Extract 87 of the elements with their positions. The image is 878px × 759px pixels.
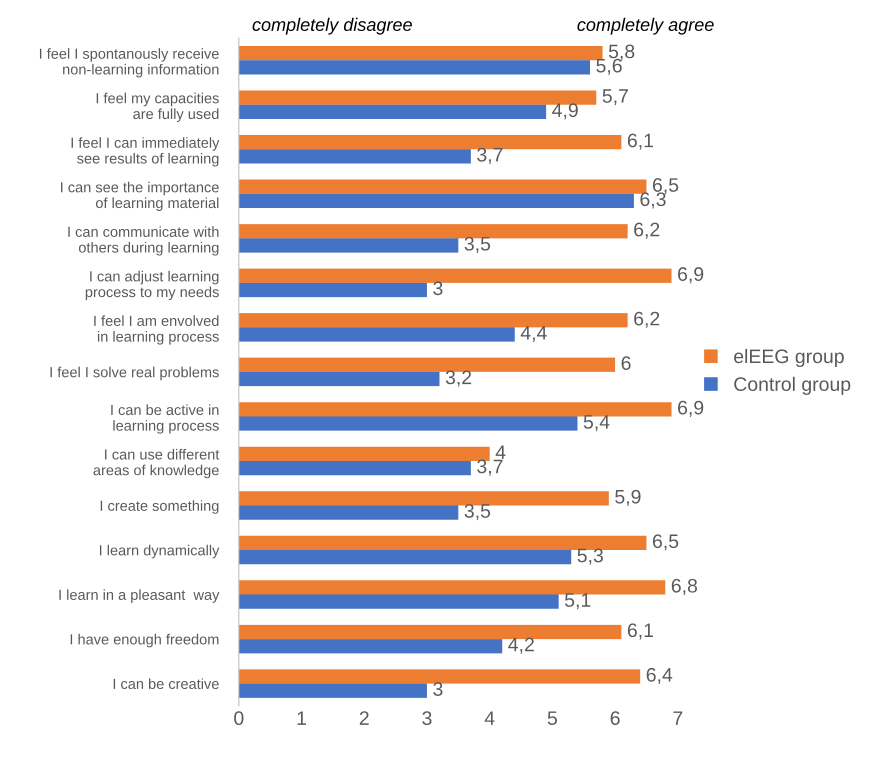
y-tick-label: I can see the importance of learning material bbox=[61, 182, 219, 212]
bar bbox=[238, 550, 572, 564]
y-tick-label: I can be active in learning process bbox=[111, 404, 219, 434]
bar bbox=[238, 46, 603, 60]
data-label: 5,4 bbox=[584, 415, 610, 432]
x-tick-label: 0 bbox=[234, 711, 244, 726]
bar bbox=[238, 313, 628, 328]
y-tick-label: I create something bbox=[100, 500, 218, 514]
y-tick-label: I feel my capacities are fully used bbox=[96, 92, 219, 122]
legend-label: Control group bbox=[734, 376, 850, 395]
bar bbox=[238, 180, 646, 194]
bar bbox=[238, 327, 515, 342]
bar bbox=[238, 104, 546, 119]
data-label: 6,5 bbox=[653, 178, 678, 194]
data-label: 6,9 bbox=[678, 400, 704, 417]
bar bbox=[238, 491, 609, 506]
data-label: 3,7 bbox=[477, 460, 502, 476]
y-tick-label: I feel I am envolved in learning process bbox=[94, 315, 219, 345]
bar bbox=[238, 372, 440, 386]
bar bbox=[238, 416, 578, 431]
bar bbox=[238, 149, 471, 164]
y-tick-label: I learn in a pleasant way bbox=[59, 589, 220, 603]
x-tick-label: 2 bbox=[360, 711, 369, 725]
text: completely disagree bbox=[252, 18, 412, 35]
data-label: 3,5 bbox=[464, 504, 490, 520]
data-label: 5,9 bbox=[615, 490, 640, 506]
data-label: 5,1 bbox=[564, 593, 590, 610]
bar bbox=[238, 639, 502, 654]
bar bbox=[238, 224, 628, 238]
data-label: 3,5 bbox=[464, 236, 490, 253]
bar bbox=[238, 90, 596, 105]
y-tick-label: I feel I spontanously receive non-learning information bbox=[40, 48, 219, 78]
data-label: 3,2 bbox=[446, 370, 472, 387]
text: completely agree bbox=[577, 18, 714, 35]
data-label: 6 bbox=[622, 356, 631, 370]
bar bbox=[238, 580, 666, 595]
data-label: 6,2 bbox=[634, 312, 660, 328]
x-tick-label: 1 bbox=[298, 711, 306, 725]
x-tick-label: 7 bbox=[673, 711, 682, 725]
bar bbox=[238, 624, 622, 640]
data-label: 6,3 bbox=[640, 192, 666, 208]
data-label: 6,4 bbox=[646, 668, 672, 684]
data-label: 3 bbox=[433, 682, 442, 696]
data-label: 4,4 bbox=[520, 326, 547, 342]
bar bbox=[238, 402, 672, 416]
data-label: 4 bbox=[496, 445, 506, 459]
bar bbox=[238, 460, 471, 476]
data-label: 4,2 bbox=[508, 638, 534, 654]
data-label: 5,8 bbox=[608, 44, 634, 61]
data-label: 6,8 bbox=[672, 578, 698, 595]
bar bbox=[238, 135, 622, 150]
bar bbox=[238, 669, 640, 684]
y-tick-label: I feel I can immediately see results of learning bbox=[72, 137, 220, 166]
data-label: 6,5 bbox=[653, 534, 678, 550]
data-label: 5,7 bbox=[602, 89, 628, 106]
bar bbox=[238, 684, 427, 698]
data-label: 5,6 bbox=[596, 58, 622, 75]
data-label: 3 bbox=[433, 281, 442, 296]
data-label: 6,2 bbox=[634, 222, 660, 239]
x-tick-label: 4 bbox=[484, 711, 495, 725]
bar bbox=[238, 505, 458, 520]
bar bbox=[238, 194, 634, 208]
bar bbox=[238, 60, 590, 74]
data-label: 6,1 bbox=[628, 134, 654, 150]
bar bbox=[238, 358, 616, 372]
data-label: 5,3 bbox=[578, 548, 603, 565]
data-label: 6,1 bbox=[628, 623, 654, 640]
bar bbox=[238, 536, 646, 550]
bar bbox=[238, 594, 559, 609]
y-tick-label: I feel I solve real problems bbox=[50, 366, 219, 380]
bar bbox=[238, 238, 458, 253]
legend-label: elEEG group bbox=[734, 348, 844, 368]
bar bbox=[238, 268, 672, 283]
data-label: 3,7 bbox=[477, 148, 502, 164]
x-tick-label: 3 bbox=[422, 711, 432, 726]
y-tick-label: I have enough freedom bbox=[70, 634, 218, 648]
bar bbox=[238, 446, 490, 461]
x-tick-label: 5 bbox=[548, 711, 557, 726]
bar bbox=[238, 282, 427, 298]
y-tick-label: I can adjust learning process to my needs bbox=[86, 270, 219, 300]
y-tick-label: I can be creative bbox=[114, 678, 219, 690]
y-tick-label: I can communicate with others during learning bbox=[68, 226, 218, 256]
data-label: 4,9 bbox=[552, 103, 578, 120]
data-label: 6,9 bbox=[678, 267, 704, 284]
y-tick-label: I can use different areas of knowledge bbox=[94, 448, 220, 478]
y-tick-label: I learn dynamically bbox=[100, 544, 220, 558]
x-tick-label: 6 bbox=[610, 711, 620, 726]
